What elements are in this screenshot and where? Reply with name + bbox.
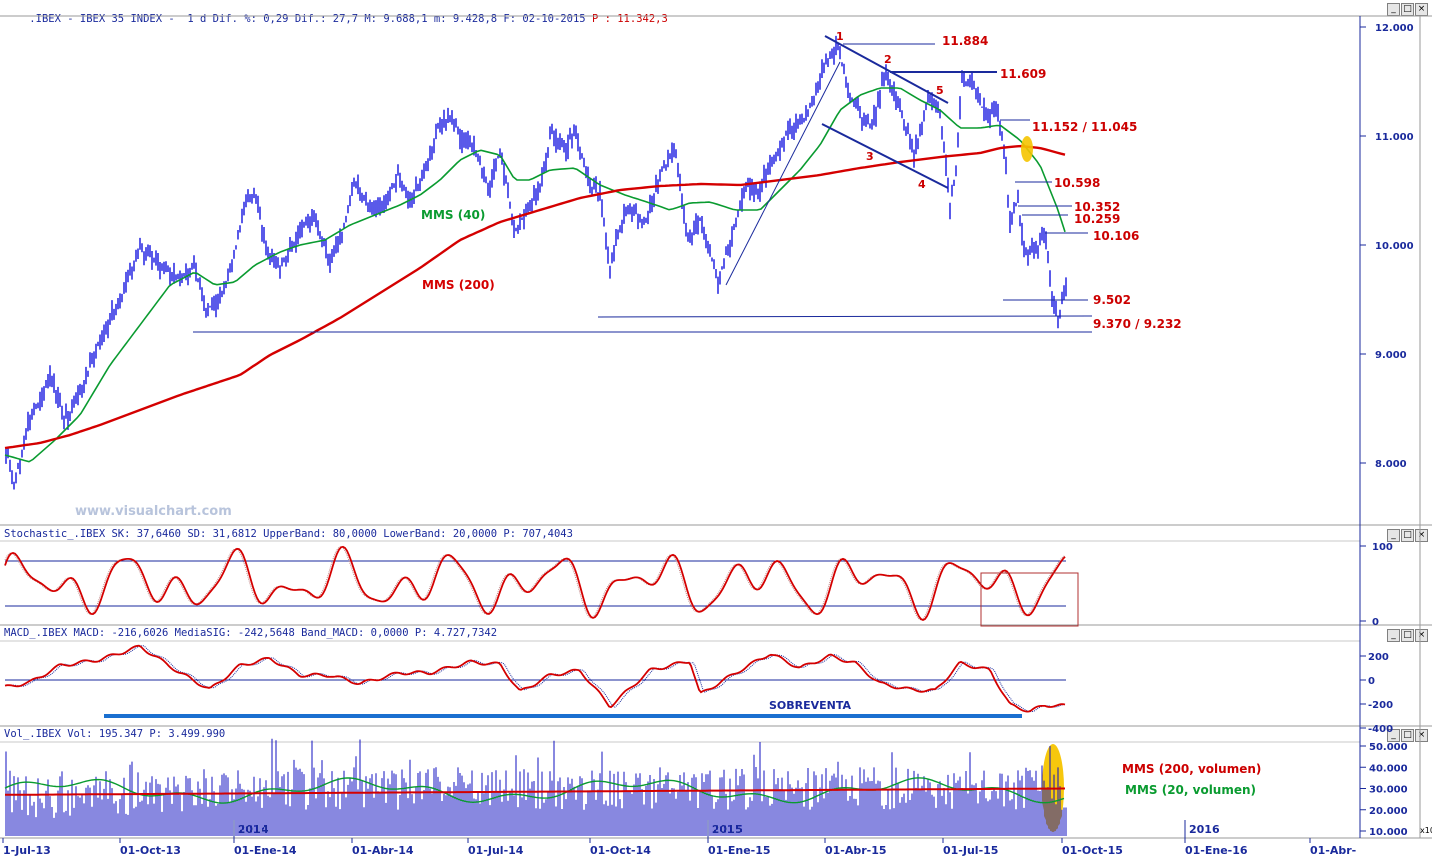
stoch-highlight-box (980, 572, 1079, 627)
vol-mms20-label: MMS (20, volumen) (1125, 783, 1256, 797)
vol-axis-label: 10.000 (1369, 827, 1408, 838)
support-line (597, 315, 1093, 318)
x-axis-label: 01-Abr-15 (825, 844, 887, 857)
macd-line (4, 644, 1066, 713)
level-label: 10.106 (1093, 229, 1139, 243)
price-axis-label: 8.000 (1375, 459, 1407, 470)
wave-label: 1 (836, 30, 844, 43)
stoch-minimize-button[interactable]: _ (1387, 529, 1400, 542)
x-axis-label: 01-Abr-14 (352, 844, 414, 857)
vol-axis-label: 50.000 (1369, 742, 1408, 753)
mms200-line (4, 144, 1066, 450)
watermark: www.visualchart.com (75, 504, 232, 519)
axis-layer: 12.000 11.000 10.000 9.000 8.000 100 0 200 0 -200… (2, 23, 1432, 857)
level-label: 11.609 (1000, 67, 1046, 81)
vol-axis-label: 40.000 (1369, 763, 1408, 774)
macd-minimize-button[interactable]: _ (1387, 629, 1400, 642)
mms40-label: MMS (40) (421, 208, 485, 222)
x-axis-label: 01-Oct-14 (590, 844, 651, 857)
mms200-label: MMS (200) (422, 278, 495, 292)
year-label: 2016 (1189, 823, 1220, 836)
stoch-panel-header: Stochastic_.IBEX SK: 37,6460 SD: 31,6812… (4, 528, 573, 540)
x-axis-label: 01-Oct-13 (120, 844, 181, 857)
macd-panel-header: MACD_.IBEX MACD: -216,6026 MediaSIG: -24… (4, 627, 498, 639)
price-axis-label: 10.000 (1375, 241, 1414, 252)
x-axis-label: 01-Oct-15 (1062, 844, 1123, 857)
trend-line (824, 35, 949, 104)
macd-axis-label: 200 (1368, 652, 1389, 663)
stoch-sk-line (4, 545, 1066, 621)
macd-axis-label: -400 (1368, 724, 1393, 735)
trend-line (725, 61, 841, 286)
wave-label: 5 (936, 84, 944, 97)
macd-close-button[interactable]: × (1415, 629, 1428, 642)
x-axis-label: 01-Ene-14 (234, 844, 297, 857)
vol-multiplier: x10 (1420, 826, 1432, 835)
level-label: 10.259 (1074, 212, 1120, 226)
level-label: 10.598 (1054, 176, 1100, 190)
vol-minimize-button[interactable]: _ (1387, 729, 1400, 742)
level-label: 9.502 (1093, 293, 1131, 307)
year-label: 2014 (238, 823, 269, 836)
macd-maximize-button[interactable]: □ (1401, 629, 1414, 642)
x-axis-label: 01-Abr- (1310, 844, 1356, 857)
level-label: 11.152 / 11.045 (1032, 120, 1137, 134)
stoch-axis-label: 100 (1372, 542, 1393, 553)
price-axis-label: 11.000 (1375, 132, 1414, 143)
indicator-layer (4, 545, 1066, 804)
price-axis-label: 12.000 (1375, 23, 1414, 34)
wave-label: 3 (866, 150, 874, 163)
stoch-axis-label: 0 (1372, 617, 1379, 628)
price-bars (5, 35, 1067, 490)
mms40-line (4, 87, 1066, 463)
year-label: 2015 (712, 823, 743, 836)
annotation-layer: MMS (40) MMS (200) 1 2 3 4 5 11.884 11.609 11.152… (104, 30, 1261, 797)
x-axis-label: 1-Jul-13 (3, 844, 51, 857)
volume-bars (5, 738, 1067, 836)
vol-close-button[interactable]: × (1415, 729, 1428, 742)
volume-histogram (5, 738, 1067, 836)
level-label: 9.370 / 9.232 (1093, 317, 1182, 331)
level-label: 10.352 (1074, 200, 1120, 214)
vol-mms200-label: MMS (200, volumen) (1122, 762, 1261, 776)
vol-panel-header: Vol_.IBEX Vol: 195.347 P: 3.499.990 (4, 728, 226, 740)
x-axis-label: 01-Jul-15 (943, 844, 998, 857)
macd-signal-line (8, 645, 1066, 713)
stoch-maximize-button[interactable]: □ (1401, 529, 1414, 542)
stoch-close-button[interactable]: × (1415, 529, 1428, 542)
highlight-marker (1021, 136, 1033, 162)
sobreventa-label: SOBREVENTA (769, 699, 852, 712)
x-axis-label: 01-Jul-14 (468, 844, 524, 857)
price-layer (4, 35, 1067, 490)
vol-axis-label: 30.000 (1369, 785, 1408, 796)
vol-mms200-line (5, 787, 1065, 796)
stoch-sd-line (4, 546, 1066, 621)
vol-maximize-button[interactable]: □ (1401, 729, 1414, 742)
x-axis-label: 01-Ene-16 (1185, 844, 1248, 857)
price-axis-label: 9.000 (1375, 350, 1407, 361)
wave-label: 4 (918, 178, 926, 191)
vol-axis-label: 20.000 (1369, 806, 1408, 817)
wave-label: 2 (884, 53, 892, 66)
level-label: 11.884 (942, 34, 988, 48)
macd-axis-label: -200 (1368, 700, 1393, 711)
x-axis-label: 01-Ene-15 (708, 844, 771, 857)
trend-line (821, 123, 949, 189)
macd-axis-label: 0 (1368, 676, 1375, 687)
